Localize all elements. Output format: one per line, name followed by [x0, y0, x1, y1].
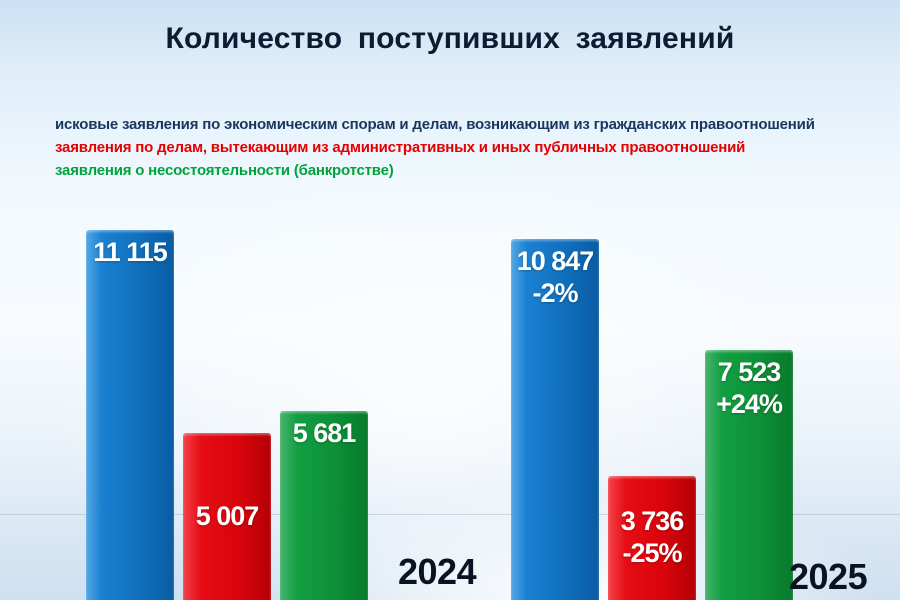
background-horizon-line [0, 514, 900, 515]
legend-item-administrative-claims: заявления по делам, вытекающим из админи… [55, 139, 746, 156]
percent-change-text: -2% [532, 277, 578, 308]
legend-item-civil-claims: исковые заявления по экономическим спора… [55, 116, 815, 133]
bar-2025-administrative-claims: 3 736 -25% [608, 476, 696, 600]
bar-value-label: 7 523 +24% [705, 350, 793, 421]
value-text: 10 847 [516, 246, 595, 276]
bar-2025-civil-claims: 10 847 -2% [511, 239, 599, 600]
bar-group-2024: 11 115 5 007 5 681 [86, 230, 368, 600]
bar-value-label: 3 736 -25% [608, 506, 696, 570]
value-text: 3 736 [620, 506, 685, 537]
value-text: 7 523 [717, 357, 782, 387]
bar-value-label: 10 847 -2% [511, 239, 599, 310]
chart-legend: исковые заявления по экономическим спора… [55, 113, 815, 182]
bar-2024-civil-claims: 11 115 [86, 230, 174, 600]
axis-label-2024: 2024 [398, 551, 477, 592]
bar-group-2025: 10 847 -2% 3 736 -25% 7 523 +24% [511, 239, 793, 600]
value-text: 11 115 [93, 237, 168, 267]
value-text: 5 007 [195, 500, 260, 531]
bar-2025-bankruptcy-claims: 7 523 +24% [705, 350, 793, 600]
bar-value-label: 5 681 [280, 411, 368, 450]
bar-2024-bankruptcy-claims: 5 681 [280, 411, 368, 600]
bar-value-label: 11 115 [86, 230, 174, 269]
percent-change-text: -25% [622, 538, 682, 568]
value-text: 5 681 [292, 418, 357, 448]
bar-value-label: 5 007 [183, 501, 271, 533]
percent-change-text: +24% [716, 388, 783, 419]
legend-item-bankruptcy-claims: заявления о несостоятельности (банкротст… [55, 162, 394, 179]
chart-title: Количество поступивших заявлений [165, 22, 735, 55]
bar-2024-administrative-claims: 5 007 [183, 433, 271, 600]
axis-label-2025: 2025 [789, 556, 868, 597]
